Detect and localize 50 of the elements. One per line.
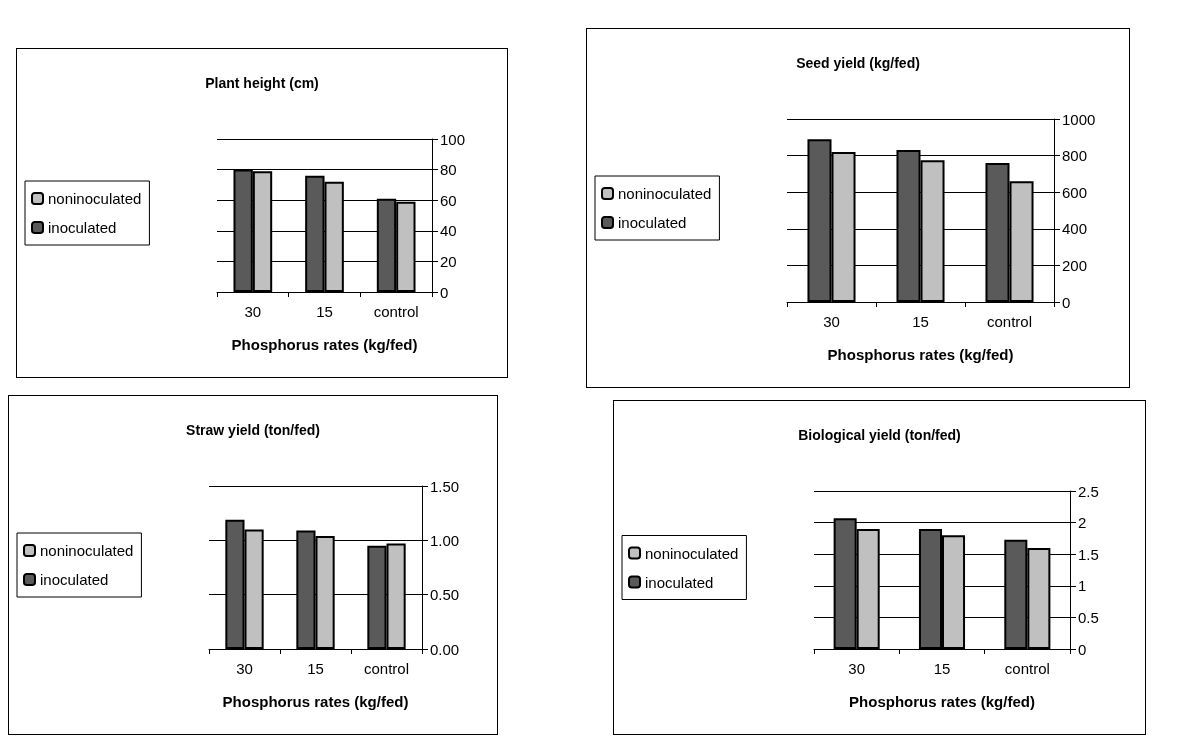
x-tick-label: 30 — [236, 660, 253, 677]
y-tick-label: 1000 — [1062, 110, 1096, 128]
y-tick-label: 0.50 — [430, 586, 460, 604]
legend-label: noninoculated — [645, 544, 739, 562]
x-tick-label: 15 — [307, 660, 324, 677]
y-tick-label: 0.5 — [1078, 608, 1099, 626]
x-tick-label: 15 — [912, 313, 929, 330]
legend-label: inoculated — [618, 214, 687, 231]
y-tick-label: 0 — [1078, 640, 1087, 658]
y-tick-label: 0.00 — [430, 640, 460, 658]
legend-label: inoculated — [40, 571, 109, 588]
x-axis-title: Phosphorus rates (kg/fed) — [231, 336, 418, 353]
x-tick-label: control — [373, 303, 419, 320]
chart-title: Seed yield (kg/fed) — [796, 55, 920, 71]
y-tick-label: 200 — [1062, 256, 1088, 274]
legend-label: noninoculated — [618, 185, 712, 202]
x-tick-label: 15 — [933, 660, 951, 677]
legend-label: inoculated — [645, 573, 714, 591]
x-tick-label: 30 — [823, 313, 840, 330]
y-tick-label: 20 — [440, 252, 457, 270]
legend-label: inoculated — [48, 219, 117, 236]
y-tick-label: 40 — [440, 222, 457, 240]
legend-label: noninoculated — [40, 542, 134, 559]
x-tick-label: 30 — [244, 303, 262, 320]
y-tick-label: 1.5 — [1078, 545, 1099, 563]
y-tick-label: 800 — [1062, 147, 1088, 165]
y-tick-label: 1 — [1078, 577, 1087, 595]
x-tick-label: 30 — [848, 660, 866, 677]
y-tick-label: 2 — [1078, 514, 1087, 532]
x-tick-label: control — [363, 660, 410, 677]
chart-title: Biological yield (ton/fed) — [798, 427, 961, 443]
legend-label: noninoculated — [48, 190, 142, 207]
y-tick-label: 1.50 — [430, 477, 460, 495]
y-tick-label: 0 — [1062, 293, 1071, 311]
x-tick-label: 15 — [316, 303, 333, 320]
x-tick-label: control — [986, 313, 1033, 330]
y-tick-label: 1.00 — [430, 531, 460, 549]
x-axis-title: Phosphorus rates (kg/fed) — [849, 693, 1035, 710]
x-tick-label: control — [1004, 660, 1050, 677]
y-tick-label: 0 — [440, 283, 449, 301]
y-tick-label: 80 — [440, 161, 457, 179]
y-tick-label: 400 — [1062, 220, 1088, 238]
y-tick-label: 600 — [1062, 183, 1088, 201]
chart-title: Straw yield (ton/fed) — [186, 422, 320, 438]
y-tick-label: 2.5 — [1078, 482, 1099, 500]
y-tick-label: 100 — [440, 130, 466, 148]
x-axis-title: Phosphorus rates (kg/fed) — [827, 346, 1014, 363]
y-tick-label: 60 — [440, 191, 457, 209]
chart-title: Plant height (cm) — [205, 75, 319, 91]
x-axis-title: Phosphorus rates (kg/fed) — [222, 693, 409, 710]
